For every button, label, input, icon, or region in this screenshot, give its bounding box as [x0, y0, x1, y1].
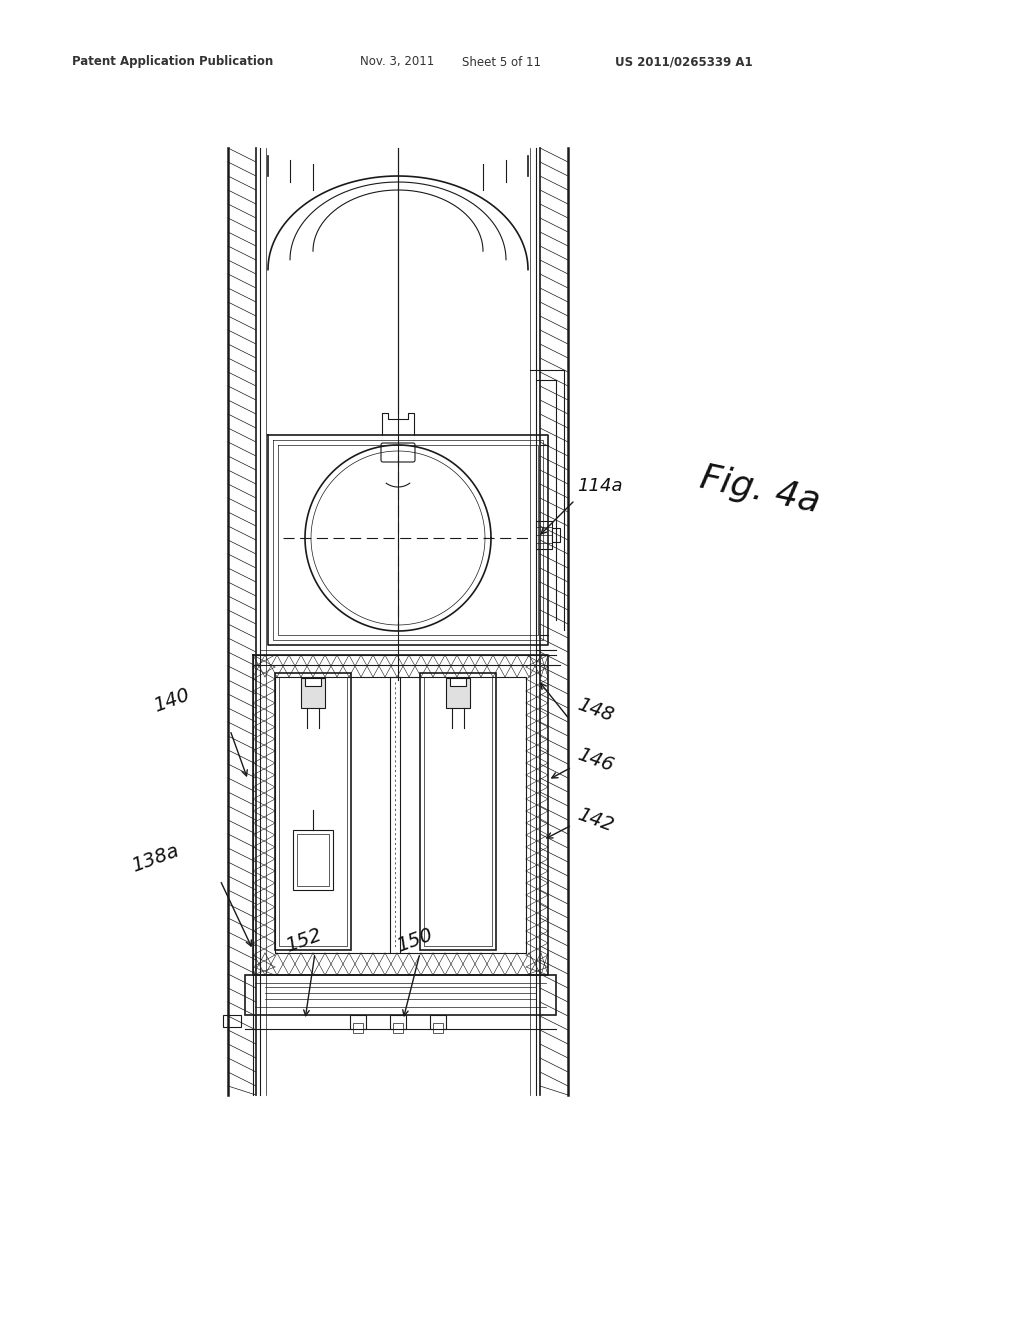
- Bar: [552, 528, 560, 543]
- Bar: [245, 975, 556, 1015]
- Bar: [301, 678, 325, 708]
- Text: Patent Application Publication: Patent Application Publication: [72, 55, 273, 69]
- Text: US 2011/0265339 A1: US 2011/0265339 A1: [615, 55, 753, 69]
- Text: 142: 142: [574, 805, 615, 836]
- Text: 114a: 114a: [578, 477, 623, 495]
- Bar: [293, 830, 333, 890]
- Bar: [275, 673, 351, 950]
- Bar: [446, 678, 470, 708]
- Text: 150: 150: [394, 925, 435, 956]
- Bar: [350, 1015, 366, 1030]
- Bar: [223, 1015, 241, 1027]
- Bar: [393, 1023, 403, 1034]
- Bar: [433, 1023, 443, 1034]
- Text: Nov. 3, 2011: Nov. 3, 2011: [360, 55, 434, 69]
- Text: 152: 152: [284, 925, 325, 956]
- Bar: [450, 678, 466, 686]
- Text: 148: 148: [574, 694, 615, 725]
- Text: 138a: 138a: [129, 841, 181, 875]
- Bar: [353, 1023, 362, 1034]
- Text: Sheet 5 of 11: Sheet 5 of 11: [462, 55, 541, 69]
- Text: 140: 140: [152, 685, 193, 715]
- Bar: [390, 1015, 406, 1030]
- FancyBboxPatch shape: [381, 444, 415, 462]
- Text: Fig. 4a: Fig. 4a: [697, 461, 823, 519]
- Bar: [297, 834, 329, 886]
- Bar: [430, 1015, 446, 1030]
- Bar: [420, 673, 496, 950]
- Bar: [305, 678, 321, 686]
- Bar: [536, 521, 552, 549]
- Text: 146: 146: [574, 744, 615, 775]
